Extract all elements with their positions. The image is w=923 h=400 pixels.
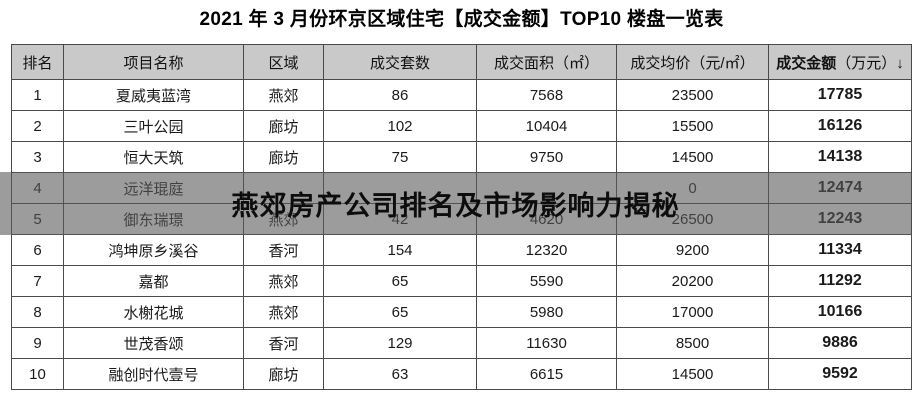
table-row[interactable]: 4 远洋琨庭 0 12474 [11,172,912,204]
cell-area: 11630 [476,327,617,359]
cell-area: 12320 [476,234,617,266]
cell-units: 42 [323,203,477,235]
column-header-area[interactable]: 成交面积（㎡） [476,44,617,80]
column-header-region[interactable]: 区域 [243,44,324,80]
table-row[interactable]: 7 嘉都 燕郊 65 5590 20200 11292 [11,265,912,297]
cell-area: 4620 [476,203,617,235]
cell-units: 154 [323,234,477,266]
cell-units [323,172,477,204]
table-row[interactable]: 8 水榭花城 燕郊 65 5980 17000 10166 [11,296,912,328]
cell-price: 14500 [616,141,769,173]
column-header-units[interactable]: 成交套数 [323,44,477,80]
cell-name: 鸿坤原乡溪谷 [63,234,244,266]
cell-units: 102 [323,110,477,142]
cell-rank: 4 [11,172,64,204]
table-row[interactable]: 6 鸿坤原乡溪谷 香河 154 12320 9200 11334 [11,234,912,266]
ranking-table: 排名 项目名称 区域 成交套数 成交面积（㎡） 成交均价（元/㎡） 成交金额（万… [11,44,912,390]
table-row[interactable]: 1 夏威夷蓝湾 燕郊 86 7568 23500 17785 [11,79,912,111]
cell-amount: 9886 [768,327,912,359]
cell-name: 三叶公园 [63,110,244,142]
cell-units: 65 [323,296,477,328]
cell-region: 香河 [243,327,324,359]
cell-area: 5590 [476,265,617,297]
cell-price: 0 [616,172,769,204]
cell-rank: 9 [11,327,64,359]
cell-amount: 17785 [768,79,912,111]
cell-area: 9750 [476,141,617,173]
column-header-amount-unit: （万元）↓ [836,54,904,72]
cell-name: 融创时代壹号 [63,358,244,390]
cell-area: 5980 [476,296,617,328]
cell-rank: 7 [11,265,64,297]
cell-amount: 16126 [768,110,912,142]
cell-region: 燕郊 [243,203,324,235]
cell-units: 65 [323,265,477,297]
table-row[interactable]: 10 融创时代壹号 廊坊 63 6615 14500 9592 [11,358,912,390]
cell-price: 17000 [616,296,769,328]
table-row[interactable]: 2 三叶公园 廊坊 102 10404 15500 16126 [11,110,912,142]
cell-price: 8500 [616,327,769,359]
cell-rank: 1 [11,79,64,111]
cell-amount: 11334 [768,234,912,266]
table-row[interactable]: 5 御东瑞璟 燕郊 42 4620 26500 12243 [11,203,912,235]
column-header-name[interactable]: 项目名称 [63,44,244,80]
cell-name: 远洋琨庭 [63,172,244,204]
cell-amount: 12474 [768,172,912,204]
cell-price: 23500 [616,79,769,111]
cell-region: 香河 [243,234,324,266]
cell-region: 燕郊 [243,296,324,328]
cell-amount: 11292 [768,265,912,297]
cell-price: 20200 [616,265,769,297]
table-body: 1 夏威夷蓝湾 燕郊 86 7568 23500 17785 2 三叶公园 廊坊 102 10404 1… [11,79,912,390]
cell-name: 世茂香颂 [63,327,244,359]
cell-price: 9200 [616,234,769,266]
table-header: 排名 项目名称 区域 成交套数 成交面积（㎡） 成交均价（元/㎡） 成交金额（万… [11,44,912,80]
cell-rank: 3 [11,141,64,173]
table-row[interactable]: 9 世茂香颂 香河 129 11630 8500 9886 [11,327,912,359]
cell-units: 75 [323,141,477,173]
cell-price: 15500 [616,110,769,142]
cell-amount: 14138 [768,141,912,173]
cell-amount: 12243 [768,203,912,235]
cell-region: 燕郊 [243,79,324,111]
cell-region [243,172,324,204]
cell-price: 26500 [616,203,769,235]
column-header-amount-label: 成交金额 [776,54,837,72]
cell-amount: 10166 [768,296,912,328]
cell-region: 燕郊 [243,265,324,297]
cell-area [476,172,617,204]
cell-name: 水榭花城 [63,296,244,328]
cell-region: 廊坊 [243,110,324,142]
page-title: 2021 年 3 月份环京区域住宅【成交金额】TOP10 楼盘一览表 [199,9,724,30]
cell-region: 廊坊 [243,141,324,173]
cell-name: 嘉都 [63,265,244,297]
ranking-table-container: 排名 项目名称 区域 成交套数 成交面积（㎡） 成交均价（元/㎡） 成交金额（万… [11,44,912,390]
cell-rank: 8 [11,296,64,328]
column-header-amount[interactable]: 成交金额（万元）↓ [768,44,912,80]
table-row[interactable]: 3 恒大天筑 廊坊 75 9750 14500 14138 [11,141,912,173]
column-header-price[interactable]: 成交均价（元/㎡） [616,44,769,80]
cell-price: 14500 [616,358,769,390]
cell-name: 御东瑞璟 [63,203,244,235]
column-header-rank[interactable]: 排名 [11,44,64,80]
cell-rank: 10 [11,358,64,390]
cell-amount: 9592 [768,358,912,390]
cell-rank: 5 [11,203,64,235]
cell-area: 10404 [476,110,617,142]
cell-units: 129 [323,327,477,359]
cell-rank: 6 [11,234,64,266]
cell-area: 6615 [476,358,617,390]
cell-area: 7568 [476,79,617,111]
cell-name: 夏威夷蓝湾 [63,79,244,111]
cell-units: 86 [323,79,477,111]
table-header-row: 排名 项目名称 区域 成交套数 成交面积（㎡） 成交均价（元/㎡） 成交金额（万… [11,44,912,80]
cell-region: 廊坊 [243,358,324,390]
cell-units: 63 [323,358,477,390]
cell-name: 恒大天筑 [63,141,244,173]
cell-rank: 2 [11,110,64,142]
